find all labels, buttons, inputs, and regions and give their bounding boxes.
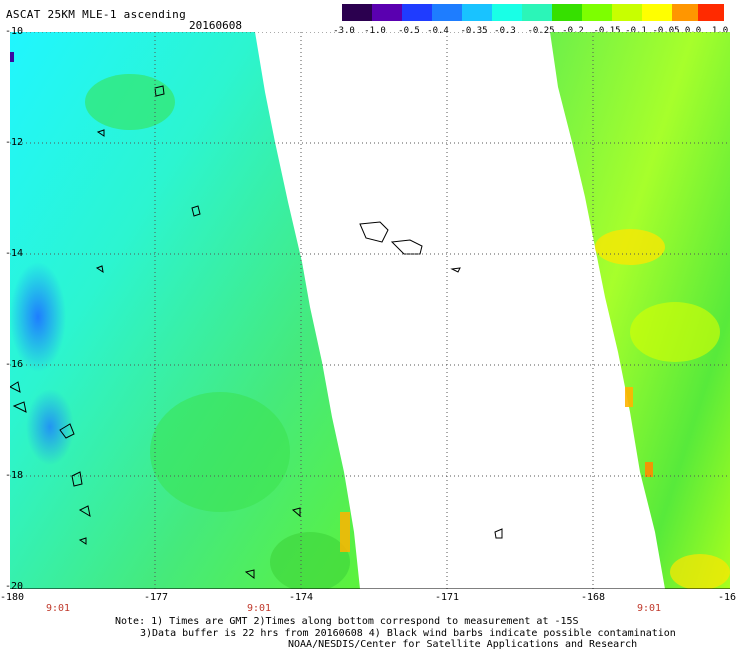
scale-label: -0.1 [625,26,647,36]
scale-label: -0.15 [593,26,621,36]
green-patch [150,392,290,512]
lon-label: -171 [434,592,460,603]
scale-label: -0.2 [562,26,584,36]
scale-label: -0.35 [460,26,488,36]
scale-label: -0.4 [427,26,449,36]
purple-pixel [10,52,14,62]
note-line-2: 3)Data buffer is 22 hrs from 20160608 4)… [140,628,676,639]
orange-streak [340,512,350,552]
scale-segment [492,4,522,21]
product-date: 20160608 [189,19,242,32]
island-outline [95,265,104,274]
product-title: ASCAT 25KM MLE-1 ascending [6,8,186,21]
scale-segment [522,4,552,21]
island-outline [390,239,423,255]
orange-streak [645,462,653,477]
island-outline [78,537,87,545]
scale-segment [552,4,582,21]
note-line-1: Note: 1) Times are GMT 2)Times along bot… [115,616,579,627]
island-outline [71,471,83,487]
lat-label: -10 [5,26,24,37]
lat-label: -18 [5,470,24,481]
scale-segment [582,4,612,21]
blue-anomaly [26,389,74,465]
scale-label: -3.0 [333,26,355,36]
scale-segment [402,4,432,21]
island-outline [59,423,75,439]
scale-segment [432,4,462,21]
lat-label: -14 [5,248,24,259]
yellow-patch [670,554,730,589]
yellow-patch [630,302,720,362]
scale-label: 0.0 [684,26,702,36]
time-label: 9:01 [636,603,662,614]
color-scale-bar [342,4,724,21]
lon-label: -177 [143,592,169,603]
island-outline [191,205,201,217]
coastlines [10,85,503,579]
time-label: 9:01 [246,603,272,614]
note-line-3: NOAA/NESDIS/Center for Satellite Applica… [288,639,638,650]
scale-label: -0.25 [527,26,555,36]
scale-label: -0.5 [398,26,420,36]
island-outline [494,528,503,539]
swath-right [550,32,730,589]
scale-segment [372,4,402,21]
lat-label: -16 [5,359,24,370]
blue-anomaly [10,262,66,372]
lat-label: -20 [5,581,24,592]
scale-segment [698,4,724,21]
orange-streak [625,387,633,407]
scale-segment [672,4,698,21]
scale-label: 1.0 [711,26,729,36]
scale-segment [612,4,642,21]
island-outline [450,267,461,273]
scale-label: -0.05 [652,26,680,36]
scale-segment [462,4,492,21]
scale-segment [642,4,672,21]
scale-segment [342,4,372,21]
lon-label: -168 [580,592,606,603]
island-outline [96,129,105,137]
island-outline [291,507,301,518]
green-patch [270,532,350,589]
island-outline [244,569,255,579]
island-outline [359,221,389,243]
yellow-patch [595,229,665,265]
island-outline [78,505,91,518]
lon-label: -174 [288,592,314,603]
time-label: 9:01 [45,603,71,614]
island-outline [10,381,21,393]
scale-label: -0.3 [494,26,516,36]
lat-label: -12 [5,137,24,148]
map-panel [10,32,730,589]
island-outline [12,401,27,413]
scale-label: -1.0 [364,26,386,36]
lon-label: -16 [717,592,737,603]
island-outline [154,85,165,97]
green-patch [85,74,175,130]
lon-label: -180 [0,592,25,603]
